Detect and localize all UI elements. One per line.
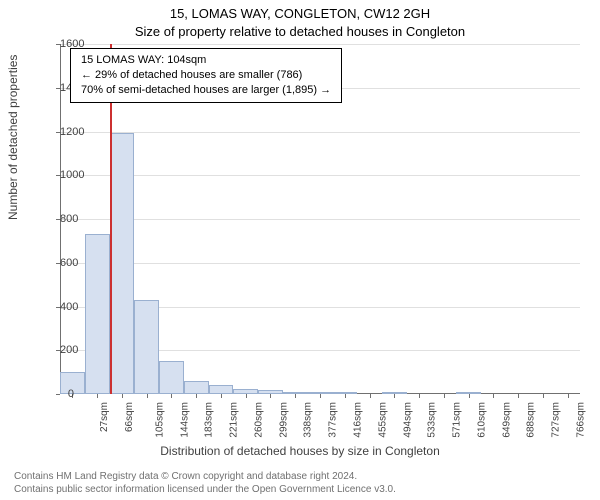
x-tick-label: 105sqm xyxy=(154,402,165,438)
x-tick-mark xyxy=(444,394,445,398)
histogram-bar xyxy=(184,381,209,394)
y-tick-label: 800 xyxy=(60,213,74,225)
x-axis-label: Distribution of detached houses by size … xyxy=(0,444,600,458)
histogram-bar xyxy=(134,300,159,394)
x-tick-mark xyxy=(147,394,148,398)
grid-line xyxy=(60,132,580,133)
x-tick-label: 727sqm xyxy=(551,402,562,438)
x-tick-mark xyxy=(221,394,222,398)
x-tick-mark xyxy=(246,394,247,398)
x-tick-label: 455sqm xyxy=(377,402,388,438)
x-tick-mark xyxy=(345,394,346,398)
grid-line xyxy=(60,263,580,264)
x-tick-label: 377sqm xyxy=(328,402,339,438)
x-tick-label: 571sqm xyxy=(452,402,463,438)
footer-line-1: Contains HM Land Registry data © Crown c… xyxy=(14,471,600,484)
x-tick-mark xyxy=(97,394,98,398)
x-tick-mark xyxy=(196,394,197,398)
y-tick-label: 600 xyxy=(60,257,74,269)
x-tick-label: 610sqm xyxy=(476,402,487,438)
x-tick-label: 688sqm xyxy=(526,402,537,438)
x-tick-mark xyxy=(320,394,321,398)
info-line-2: ← 29% of detached houses are smaller (78… xyxy=(81,68,331,83)
y-tick-label: 400 xyxy=(60,301,74,313)
title-line-1: 15, LOMAS WAY, CONGLETON, CW12 2GH xyxy=(0,6,600,21)
x-tick-label: 183sqm xyxy=(204,402,215,438)
chart-container: 15, LOMAS WAY, CONGLETON, CW12 2GH Size … xyxy=(0,0,600,500)
y-tick-label: 1000 xyxy=(60,169,74,181)
y-axis-label: Number of detached properties xyxy=(6,55,20,220)
x-tick-label: 338sqm xyxy=(303,402,314,438)
x-tick-mark xyxy=(469,394,470,398)
footer-line-2: Contains public sector information licen… xyxy=(14,484,600,497)
x-tick-mark xyxy=(122,394,123,398)
x-tick-label: 533sqm xyxy=(427,402,438,438)
info-box: 15 LOMAS WAY: 104sqm ← 29% of detached h… xyxy=(70,48,342,103)
info-line-3: 70% of semi-detached houses are larger (… xyxy=(81,83,331,98)
x-tick-mark xyxy=(270,394,271,398)
x-tick-mark xyxy=(370,394,371,398)
footer: Contains HM Land Registry data © Crown c… xyxy=(0,471,600,496)
y-tick-label: 1200 xyxy=(60,126,74,138)
x-tick-label: 416sqm xyxy=(353,402,364,438)
x-tick-label: 144sqm xyxy=(179,402,190,438)
x-tick-mark xyxy=(518,394,519,398)
x-tick-mark xyxy=(295,394,296,398)
histogram-bar xyxy=(159,361,184,394)
x-tick-mark xyxy=(568,394,569,398)
title-line-2: Size of property relative to detached ho… xyxy=(0,24,600,39)
grid-line xyxy=(60,175,580,176)
x-tick-mark xyxy=(543,394,544,398)
y-tick-label: 0 xyxy=(60,388,74,400)
x-tick-label: 649sqm xyxy=(501,402,512,438)
x-tick-mark xyxy=(493,394,494,398)
x-tick-mark xyxy=(171,394,172,398)
x-tick-mark xyxy=(419,394,420,398)
x-tick-label: 766sqm xyxy=(575,402,586,438)
x-tick-label: 27sqm xyxy=(99,402,110,432)
x-tick-label: 260sqm xyxy=(254,402,265,438)
histogram-bar xyxy=(110,133,135,394)
grid-line xyxy=(60,44,580,45)
histogram-bar xyxy=(85,234,110,394)
grid-line xyxy=(60,219,580,220)
x-tick-label: 299sqm xyxy=(278,402,289,438)
x-tick-mark xyxy=(394,394,395,398)
x-tick-label: 494sqm xyxy=(402,402,413,438)
y-tick-label: 200 xyxy=(60,344,74,356)
info-line-1: 15 LOMAS WAY: 104sqm xyxy=(81,53,331,68)
histogram-bar xyxy=(209,385,234,394)
x-tick-label: 66sqm xyxy=(124,402,135,432)
x-tick-label: 221sqm xyxy=(229,402,240,438)
